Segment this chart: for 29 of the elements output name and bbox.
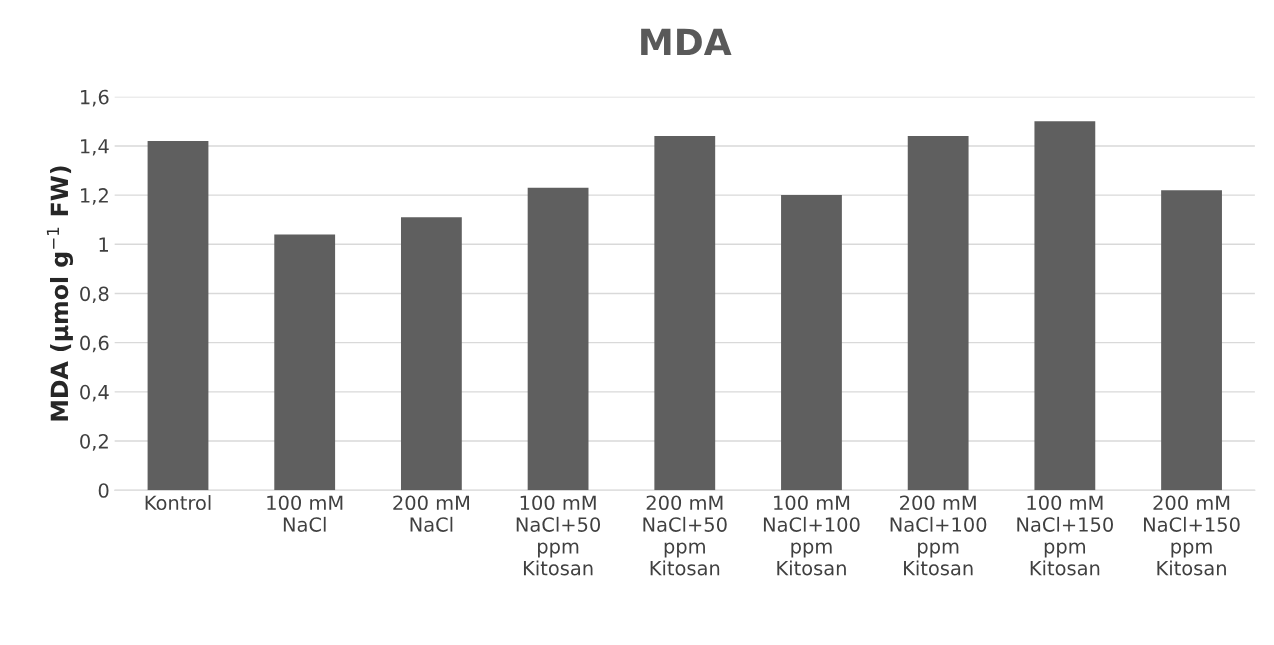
y-tick-label: 1,6 bbox=[81, 89, 109, 107]
bar bbox=[274, 234, 336, 491]
y-tick-label: 0,4 bbox=[80, 384, 109, 402]
x-tick-label: 200 mM NaCl+100 ppm Kitosan bbox=[890, 495, 987, 576]
bar bbox=[781, 195, 842, 491]
y-tick-label: 0,8 bbox=[80, 286, 109, 304]
x-tick-label: 200 mM NaCl bbox=[393, 495, 469, 532]
bar bbox=[400, 217, 462, 491]
y-tick-label: 0,6 bbox=[80, 335, 109, 353]
x-tick-label: 200 mM NaCl+150 ppm Kitosan bbox=[1144, 495, 1240, 576]
bar bbox=[1034, 121, 1096, 491]
bar bbox=[907, 136, 969, 491]
bar bbox=[147, 141, 209, 491]
y-tick-label: 1,2 bbox=[81, 188, 108, 205]
x-tick-label: 100 mM NaCl bbox=[267, 495, 343, 532]
x-tick-label: 200 mM NaCl+50 ppm Kitosan bbox=[643, 495, 727, 576]
x-tick-label: 100 mM NaCl+50 ppm Kitosan bbox=[516, 495, 601, 576]
bar bbox=[527, 187, 589, 491]
x-tick-label: Kontrol bbox=[145, 495, 211, 511]
y-tick-label: 0 bbox=[98, 483, 109, 498]
y-axis-title: MDA (µmol g$^{−1}$ FW) bbox=[46, 166, 74, 421]
y-tick-label: 1,4 bbox=[81, 139, 109, 156]
chart-title: MDA bbox=[641, 28, 732, 56]
bar bbox=[654, 136, 716, 491]
bar bbox=[1161, 190, 1222, 491]
x-tick-label: 100 mM NaCl+100 ppm Kitosan bbox=[763, 495, 860, 576]
x-tick-label: 100 mM NaCl+150 ppm Kitosan bbox=[1017, 495, 1113, 576]
y-tick-label: 1 bbox=[99, 237, 108, 252]
y-tick-label: 0,2 bbox=[80, 433, 108, 451]
